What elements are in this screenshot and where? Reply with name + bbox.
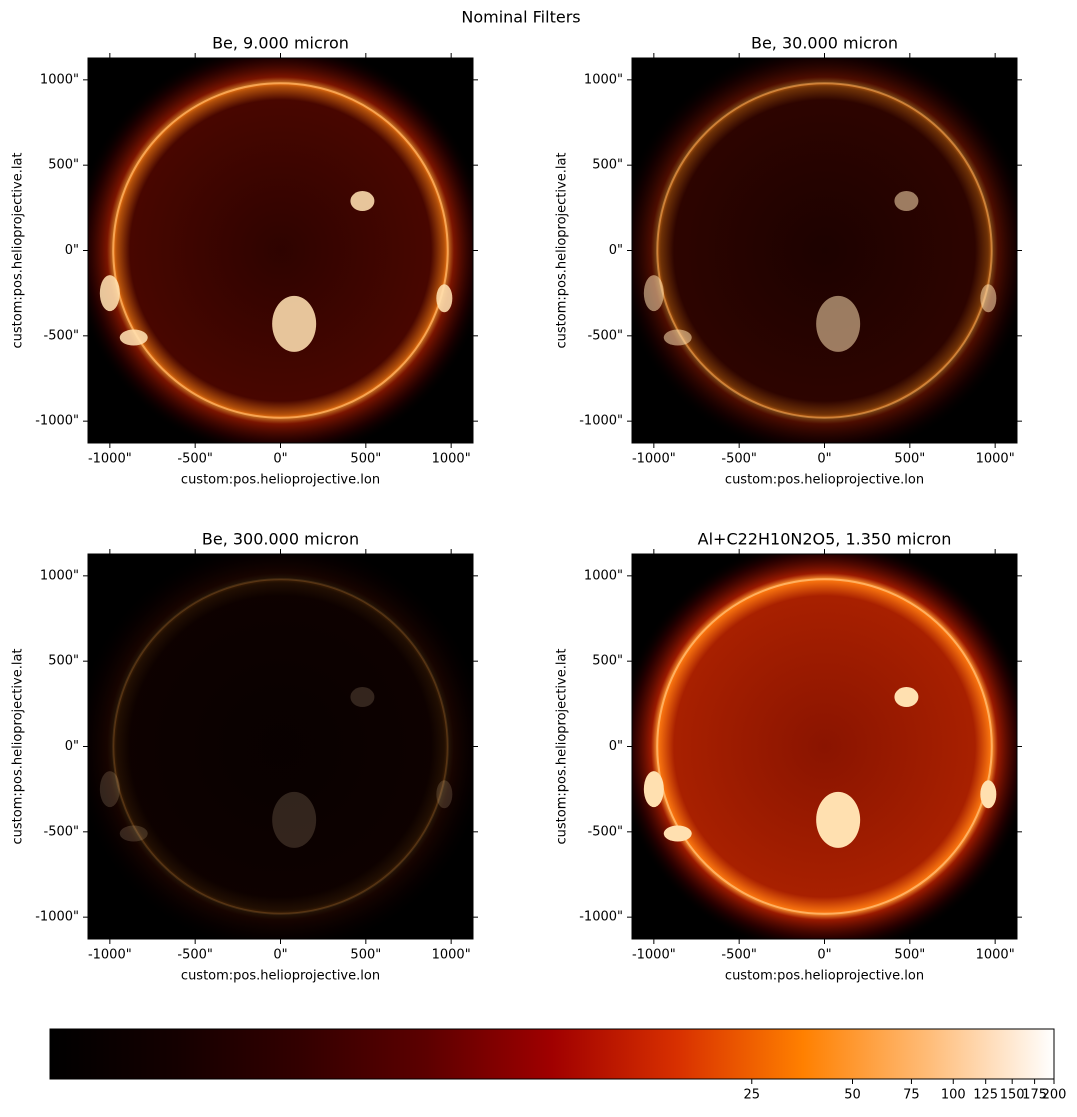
x-tick-label: 500" [894, 948, 925, 963]
y-tick-label: 0" [609, 739, 623, 754]
x-tick-label: 0" [817, 948, 831, 963]
y-tick-label: 0" [609, 243, 623, 258]
y-tick-label: -500" [44, 328, 79, 343]
colorbar-tick-label: 75 [903, 1088, 920, 1103]
axes-title: Be, 30.000 micron [751, 34, 898, 53]
y-tick-label: -1000" [579, 910, 623, 925]
x-tick-label: -500" [177, 452, 212, 467]
y-tick-label: -1000" [579, 414, 623, 429]
y-tick-label: -500" [44, 824, 79, 839]
colorbar-tick-label: 50 [844, 1088, 861, 1103]
figure-title: Nominal Filters [461, 8, 580, 27]
x-tick-label: 500" [350, 948, 381, 963]
colorbar-tick-label: 175 [1022, 1088, 1047, 1103]
axes-title: Al+C22H10N2O5, 1.350 micron [698, 530, 952, 549]
axes-title: Be, 9.000 micron [212, 34, 349, 53]
colorbar-tick-label: 100 [941, 1088, 966, 1103]
y-tick-label: 1000" [40, 568, 79, 583]
y-tick-label: 500" [48, 654, 79, 669]
x-tick-label: -1000" [88, 948, 132, 963]
x-tick-label: 1000" [976, 452, 1015, 467]
x-tick-label: 500" [350, 452, 381, 467]
y-tick-label: -500" [588, 824, 623, 839]
x-tick-label: -1000" [88, 452, 132, 467]
colorbar-tick-label: 125 [973, 1088, 998, 1103]
solar-image [632, 554, 1017, 939]
y-tick-label: 1000" [584, 72, 623, 87]
axes-title: Be, 300.000 micron [202, 530, 359, 549]
solar-image [88, 58, 473, 443]
x-tick-label: 500" [894, 452, 925, 467]
y-axis-label: custom:pos.helioprojective.lat [555, 648, 570, 844]
x-tick-label: -500" [721, 452, 756, 467]
x-tick-label: 0" [273, 452, 287, 467]
x-tick-label: 1000" [432, 948, 471, 963]
y-tick-label: 500" [592, 654, 623, 669]
y-axis-label: custom:pos.helioprojective.lat [11, 152, 26, 348]
colorbar-tick-label: 150 [1000, 1088, 1025, 1103]
y-tick-label: 1000" [40, 72, 79, 87]
y-tick-label: 0" [65, 243, 79, 258]
x-tick-label: 0" [273, 948, 287, 963]
colorbar-tick-label: 25 [743, 1088, 760, 1103]
x-axis-label: custom:pos.helioprojective.lon [725, 473, 924, 488]
y-tick-label: -1000" [35, 910, 79, 925]
x-tick-label: 1000" [976, 948, 1015, 963]
x-tick-label: -1000" [632, 452, 676, 467]
y-tick-label: 1000" [584, 568, 623, 583]
y-tick-label: 0" [65, 739, 79, 754]
x-tick-label: -500" [177, 948, 212, 963]
y-axis-label: custom:pos.helioprojective.lat [11, 648, 26, 844]
x-tick-label: 0" [817, 452, 831, 467]
colorbar-tick-label: 200 [1042, 1088, 1067, 1103]
x-tick-label: -1000" [632, 948, 676, 963]
x-tick-label: -500" [721, 948, 756, 963]
y-tick-label: -500" [588, 328, 623, 343]
y-tick-label: 500" [592, 158, 623, 173]
x-axis-label: custom:pos.helioprojective.lon [725, 969, 924, 984]
y-tick-label: 500" [48, 158, 79, 173]
x-axis-label: custom:pos.helioprojective.lon [181, 473, 380, 488]
y-tick-label: -1000" [35, 414, 79, 429]
solar-image [632, 58, 1017, 443]
x-tick-label: 1000" [432, 452, 471, 467]
y-axis-label: custom:pos.helioprojective.lat [555, 152, 570, 348]
colorbar [49, 1028, 1055, 1080]
solar-image [88, 554, 473, 939]
x-axis-label: custom:pos.helioprojective.lon [181, 969, 380, 984]
